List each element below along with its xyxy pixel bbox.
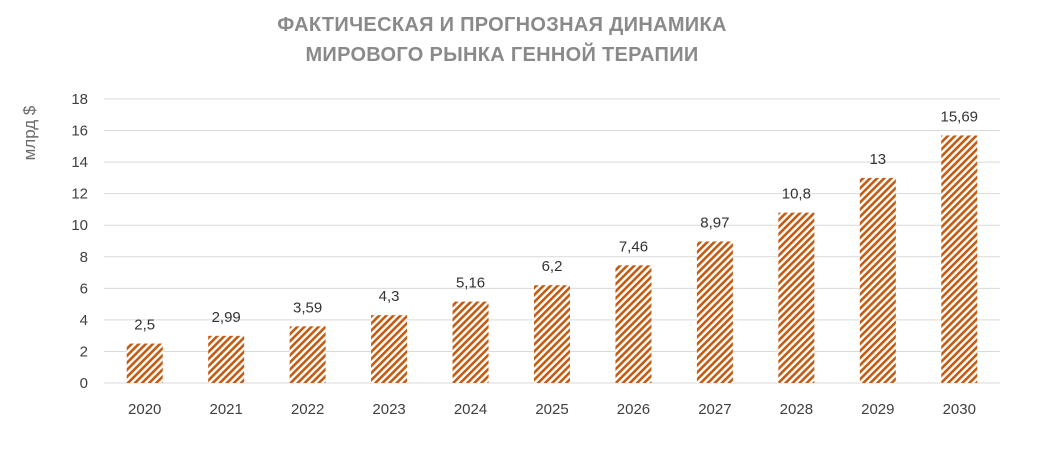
- data-label: 8,97: [700, 214, 729, 231]
- bar: [778, 213, 814, 383]
- bar: [290, 326, 326, 383]
- bar: [371, 315, 407, 383]
- bar: [697, 241, 733, 383]
- y-tick-labels: 0 2 4 6 8 10 12 14 16 18: [71, 91, 88, 392]
- bar: [453, 302, 489, 383]
- x-tick-label: 2028: [780, 401, 813, 418]
- x-tick-label: 2020: [128, 401, 161, 418]
- y-tick-label: 6: [80, 280, 88, 297]
- bar: [127, 344, 163, 383]
- x-tick-label: 2026: [617, 401, 650, 418]
- data-label: 7,46: [619, 238, 648, 255]
- y-tick-label: 8: [80, 249, 88, 266]
- y-tick-label: 10: [71, 217, 88, 234]
- x-tick-label: 2027: [698, 401, 731, 418]
- x-tick-labels: 2020 2021 2022 2023 2024 2025 2026 2027 2028 2029…: [128, 401, 976, 418]
- y-tick-label: 0: [80, 375, 88, 392]
- x-tick-label: 2022: [291, 401, 324, 418]
- data-label: 10,8: [782, 186, 811, 203]
- bar: [615, 265, 651, 383]
- x-tick-label: 2023: [372, 401, 405, 418]
- bar: [534, 285, 570, 383]
- x-tick-label: 2030: [943, 401, 976, 418]
- x-tick-label: 2029: [861, 401, 894, 418]
- data-label: 5,16: [456, 275, 485, 292]
- data-label: 2,5: [134, 317, 155, 334]
- y-tick-label: 16: [71, 123, 88, 140]
- y-tick-label: 12: [71, 186, 88, 203]
- data-label: 6,2: [542, 258, 563, 275]
- data-label: 13: [869, 151, 886, 168]
- y-tick-label: 14: [71, 154, 88, 171]
- y-tick-label: 2: [80, 343, 88, 360]
- x-tick-label: 2024: [454, 401, 487, 418]
- x-tick-label: 2025: [535, 401, 568, 418]
- data-label: 15,69: [940, 108, 978, 125]
- bar: [941, 135, 977, 383]
- bar: [208, 336, 244, 383]
- data-label: 4,3: [379, 288, 400, 305]
- data-label: 3,59: [293, 299, 322, 316]
- y-tick-label: 18: [71, 91, 88, 108]
- data-label: 2,99: [212, 309, 241, 326]
- y-tick-label: 4: [80, 312, 88, 329]
- bar: [860, 178, 896, 383]
- x-tick-label: 2021: [209, 401, 242, 418]
